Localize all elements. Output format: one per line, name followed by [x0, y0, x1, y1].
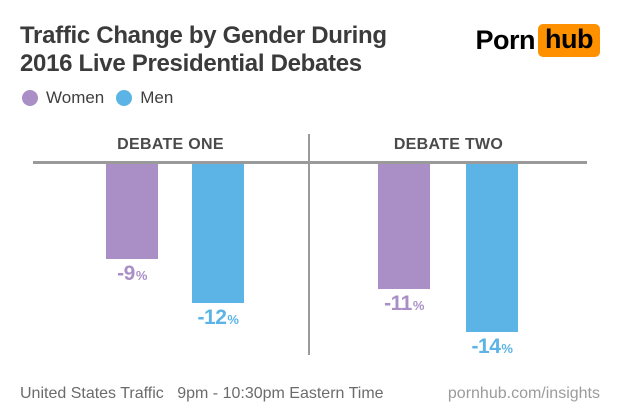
- footer-source: United States Traffic 9pm - 10:30pm East…: [20, 385, 384, 403]
- percent-sign: %: [501, 341, 513, 356]
- bar-value-number: -14: [471, 335, 501, 358]
- bar-value-label-debate-one-men: -12%: [198, 306, 239, 330]
- bar-debate-two-women: [378, 164, 430, 289]
- bar-debate-two-men: [466, 164, 518, 332]
- bar-group-debate-two-women: -11%: [378, 164, 430, 316]
- legend-label-men: Men: [140, 88, 174, 107]
- percent-sign: %: [412, 298, 425, 313]
- legend-dot-women: [22, 90, 38, 106]
- bar-debate-one-women: [106, 164, 158, 259]
- footer-source-time: 9pm - 10:30pm Eastern Time: [177, 385, 384, 402]
- panel-divider: [308, 134, 310, 355]
- page-title-line-1: Traffic Change by Gender During: [20, 22, 387, 49]
- bar-value-label-debate-two-men: -14%: [472, 335, 513, 359]
- page-title: Traffic Change by Gender During 2016 Liv…: [20, 22, 387, 78]
- logo-hub-badge: hub: [538, 24, 600, 57]
- bar-value-label-debate-two-women: -11%: [384, 292, 424, 316]
- chart-baseline: [33, 161, 587, 164]
- category-label-debate-two: DEBATE TWO: [393, 136, 504, 153]
- chart-legend: Women Men: [22, 88, 173, 108]
- logo-text-porn: Porn: [475, 25, 536, 55]
- bar-value-number: -11: [384, 292, 412, 315]
- legend-dot-men: [116, 90, 133, 106]
- bar-debate-one-men: [192, 164, 244, 303]
- bar-group-debate-two-men: -14%: [466, 164, 518, 359]
- bar-group-debate-one-women: -9%: [106, 164, 158, 286]
- legend-label-women: Women: [46, 88, 105, 107]
- category-label-debate-one: DEBATE ONE: [117, 136, 224, 153]
- legend-item-men: Men: [116, 88, 173, 108]
- bar-group-debate-one-men: -12%: [192, 164, 244, 330]
- bar-value-label-debate-one-women: -9%: [117, 262, 147, 286]
- bar-value-number: -9: [117, 262, 135, 285]
- percent-sign: %: [135, 268, 148, 283]
- bar-value-number: -12: [197, 306, 227, 329]
- footer-source-region: United States Traffic: [20, 385, 164, 402]
- legend-item-women: Women: [22, 88, 104, 108]
- pornhub-logo: Porn hub: [475, 24, 600, 57]
- page-title-line-2: 2016 Live Presidential Debates: [20, 50, 362, 77]
- percent-sign: %: [227, 312, 239, 327]
- footer-url: pornhub.com/insights: [447, 385, 600, 402]
